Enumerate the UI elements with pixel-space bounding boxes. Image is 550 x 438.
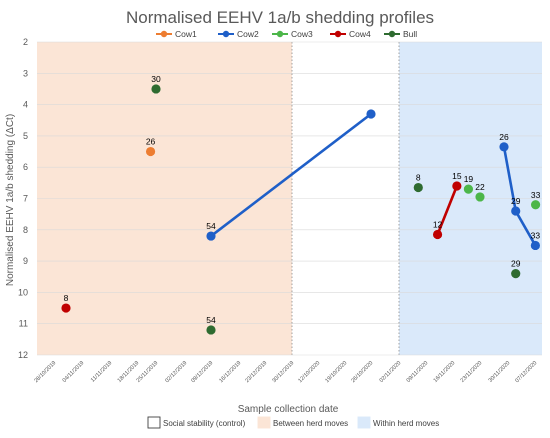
x-tick-label: 16/12/2019 bbox=[218, 360, 242, 384]
x-tick-label: 30/11/2020 bbox=[488, 360, 512, 384]
data-label-cow4-3: 15 bbox=[452, 171, 462, 181]
legend-label-cow2: Cow2 bbox=[237, 29, 259, 39]
y-axis-label: Normalised EEHV 1a/b shedding (ΔCt) bbox=[5, 114, 16, 286]
x-tick-label: 23/12/2019 bbox=[244, 360, 268, 384]
data-label-cow2-5: 33 bbox=[531, 230, 541, 240]
data-label-bull-4: 29 bbox=[511, 259, 521, 269]
y-tick-label: 8 bbox=[23, 225, 28, 235]
y-tick-label: 6 bbox=[23, 162, 28, 172]
point-bull-1 bbox=[151, 84, 161, 94]
point-cow1-1 bbox=[145, 146, 156, 157]
data-label-bull-3: 8 bbox=[416, 173, 421, 183]
point-cow2-3 bbox=[499, 142, 509, 152]
data-label-bull-2: 54 bbox=[206, 315, 216, 325]
data-label-cow3-1: 19 bbox=[464, 174, 474, 184]
y-tick-label: 7 bbox=[23, 194, 28, 204]
x-tick-label: 02/12/2019 bbox=[164, 360, 188, 384]
x-tick-label: 12/10/2020 bbox=[297, 360, 321, 384]
data-label-cow4-2: 12 bbox=[433, 219, 443, 229]
legend-label-cow4: Cow4 bbox=[349, 29, 371, 39]
data-points bbox=[61, 84, 541, 335]
data-label-cow1-1: 26 bbox=[146, 137, 156, 147]
data-label-cow2-4: 29 bbox=[511, 196, 521, 206]
data-label-bull-1: 30 bbox=[151, 74, 161, 84]
y-tick-label: 2 bbox=[23, 37, 28, 47]
point-cow2-5 bbox=[530, 240, 540, 251]
legend-marker-cow1 bbox=[160, 30, 168, 38]
x-tick-label: 19/10/2020 bbox=[324, 360, 348, 384]
y-tick-label: 12 bbox=[18, 350, 28, 360]
x-axis-label: Sample collection date bbox=[238, 404, 339, 415]
x-tick-label: 11/11/2019 bbox=[90, 360, 113, 383]
point-cow2-1 bbox=[206, 231, 216, 241]
legend-label-cow1: Cow1 bbox=[175, 29, 197, 39]
x-tick-label: 07/12/2020 bbox=[514, 360, 538, 384]
legend-marker-cow4 bbox=[334, 30, 342, 38]
y-tick-labels: 2 3 4 5 6 7 8 9 10 11 12 bbox=[18, 37, 28, 360]
y-tick-label: 10 bbox=[18, 287, 28, 297]
point-bull-2 bbox=[206, 325, 216, 335]
point-cow4-1 bbox=[61, 303, 71, 313]
x-tick-label: 28/10/2019 bbox=[33, 360, 57, 384]
y-tick-label: 11 bbox=[19, 319, 28, 329]
point-cow3-3 bbox=[530, 200, 541, 210]
gridlines bbox=[37, 41, 542, 356]
series-legend: Cow1 Cow2 Cow3 Cow4 Bull bbox=[156, 29, 417, 39]
x-tick-label: 04/11/2019 bbox=[62, 360, 86, 384]
y-tick-label: 9 bbox=[23, 256, 28, 266]
data-label-cow3-2: 22 bbox=[475, 182, 485, 192]
point-bull-4 bbox=[511, 269, 521, 279]
point-cow3-2 bbox=[475, 192, 485, 202]
point-cow4-2 bbox=[432, 229, 443, 240]
region-legend-swatch-2 bbox=[257, 416, 271, 429]
region-legend-swatch-1 bbox=[147, 416, 161, 429]
legend-marker-cow2 bbox=[222, 30, 230, 38]
x-tick-label: 09/11/2020 bbox=[406, 360, 430, 384]
x-tick-label: 02/11/2020 bbox=[379, 360, 403, 384]
legend-label-cow3: Cow3 bbox=[291, 29, 313, 39]
series-line-cow4-2 bbox=[436, 185, 459, 235]
legend-marker-cow3 bbox=[276, 30, 284, 38]
point-bull-3 bbox=[413, 182, 423, 193]
data-label-cow3-3: 33 bbox=[531, 190, 541, 200]
region-legend-label-2: Between herd moves bbox=[273, 419, 348, 428]
x-tick-label: 26/10/2020 bbox=[350, 360, 374, 384]
data-label-cow4-1: 8 bbox=[64, 293, 69, 303]
chart-title: Normalised EEHV 1a/b shedding profiles bbox=[126, 8, 434, 27]
region-legend-swatch-3 bbox=[357, 416, 371, 429]
x-tick-label: 16/11/2020 bbox=[433, 360, 457, 384]
series-line-cow2-1 bbox=[210, 112, 372, 238]
data-label-cow2-3: 26 bbox=[499, 132, 509, 142]
point-cow2-2 bbox=[366, 109, 376, 119]
x-tick-label: 23/11/2020 bbox=[460, 360, 484, 384]
region-legend-label-1: Social stability (control) bbox=[163, 419, 246, 428]
region-legend-label-3: Within herd moves bbox=[373, 419, 439, 428]
point-cow3-1 bbox=[463, 184, 474, 194]
point-cow2-4 bbox=[511, 206, 521, 216]
x-tick-label: 09/12/2019 bbox=[190, 360, 214, 384]
data-label-cow2-1: 54 bbox=[206, 221, 216, 231]
y-tick-label: 5 bbox=[23, 131, 28, 141]
y-tick-label: 3 bbox=[23, 68, 28, 78]
legend-marker-bull bbox=[388, 30, 396, 38]
x-tick-label: 30/12/2019 bbox=[271, 360, 295, 384]
region-legend: Social stability (control) Between herd m… bbox=[147, 416, 439, 429]
x-tick-labels: 28/10/2019 04/11/2019 11/11/2019 18/11/2019… bbox=[33, 360, 538, 384]
point-cow4-3 bbox=[452, 181, 462, 191]
legend-label-bull: Bull bbox=[403, 29, 417, 39]
y-tick-label: 4 bbox=[23, 100, 28, 110]
